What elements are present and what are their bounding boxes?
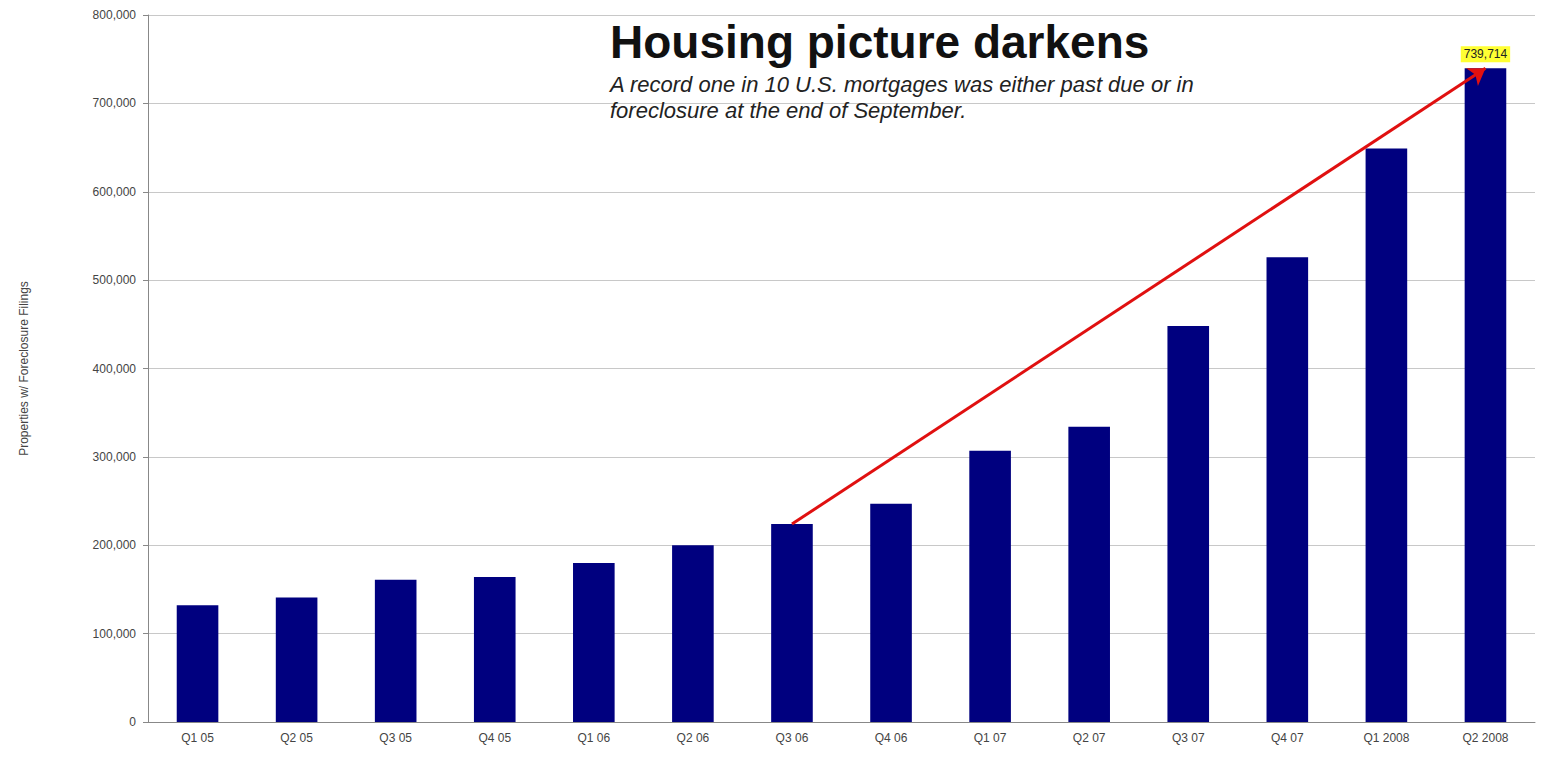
svg-text:500,000: 500,000: [93, 273, 137, 287]
svg-text:Q2 07: Q2 07: [1073, 731, 1106, 745]
svg-text:700,000: 700,000: [93, 96, 137, 110]
svg-text:Q1 05: Q1 05: [181, 731, 214, 745]
svg-text:Q3 07: Q3 07: [1172, 731, 1205, 745]
svg-text:foreclosure at the end of Sept: foreclosure at the end of September.: [610, 98, 966, 123]
svg-text:Q4 05: Q4 05: [478, 731, 511, 745]
svg-text:739,714: 739,714: [1464, 47, 1508, 61]
svg-text:0: 0: [129, 715, 136, 729]
svg-text:600,000: 600,000: [93, 185, 137, 199]
svg-text:Q1 07: Q1 07: [974, 731, 1007, 745]
svg-text:Q2 2008: Q2 2008: [1462, 731, 1508, 745]
svg-text:Q2 05: Q2 05: [280, 731, 313, 745]
svg-text:Q4 07: Q4 07: [1271, 731, 1304, 745]
svg-text:800,000: 800,000: [93, 8, 137, 22]
svg-text:Housing picture darkens: Housing picture darkens: [610, 16, 1149, 68]
svg-text:Q2 06: Q2 06: [677, 731, 710, 745]
svg-text:Q1 2008: Q1 2008: [1363, 731, 1409, 745]
svg-text:300,000: 300,000: [93, 450, 137, 464]
svg-text:Q3 05: Q3 05: [379, 731, 412, 745]
svg-text:200,000: 200,000: [93, 538, 137, 552]
svg-text:A record one in 10 U.S. mortga: A record one in 10 U.S. mortgages was ei…: [608, 72, 1200, 97]
svg-text:100,000: 100,000: [93, 627, 137, 641]
svg-text:Q3 06: Q3 06: [776, 731, 809, 745]
svg-text:Q1 06: Q1 06: [577, 731, 610, 745]
svg-text:Q4 06: Q4 06: [875, 731, 908, 745]
svg-text:400,000: 400,000: [93, 362, 137, 376]
svg-text:Properties w/ Foreclosure Fili: Properties w/ Foreclosure Filings: [17, 281, 31, 456]
